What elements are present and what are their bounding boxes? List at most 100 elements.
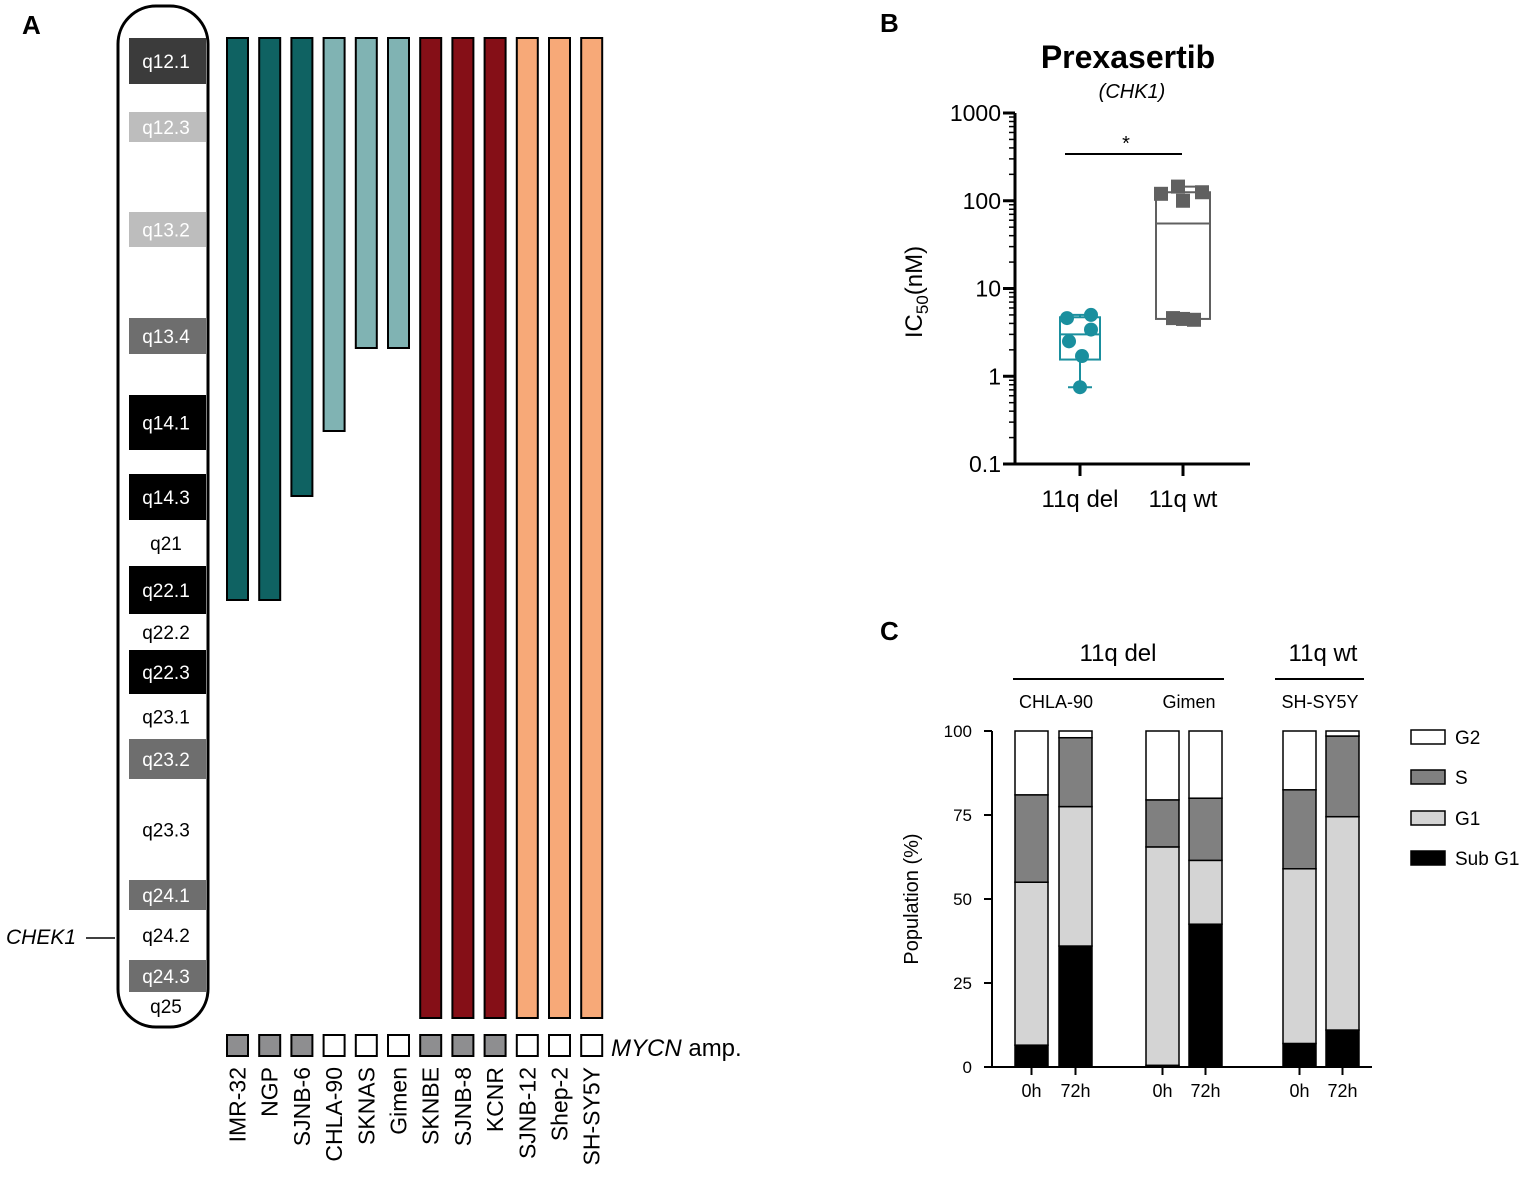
data-point (1084, 322, 1098, 337)
band-label: q22.3 (142, 663, 190, 684)
chart-c-ytick-label: 25 (953, 974, 972, 993)
band-q12-1 (129, 38, 206, 84)
chart-c-ytick-label: 75 (953, 806, 972, 825)
bar-segment-g2 (1282, 730, 1317, 791)
chart-c-ytick-label: 0 (963, 1058, 972, 1077)
cell-line-bar-sh-sy5y (580, 37, 604, 1019)
mycn-box-sjnb-12 (515, 1034, 539, 1057)
data-point (1187, 312, 1201, 327)
chart-b-ylabel-main: IC (901, 314, 928, 338)
data-point (1075, 349, 1089, 364)
cell-line-name: Shep-2 (547, 1067, 573, 1141)
cell-line-name: SJNB-6 (289, 1067, 315, 1146)
mycn-box-imr-32 (226, 1034, 249, 1057)
band-q13-4 (129, 318, 206, 354)
bar-segment-g2 (1058, 730, 1093, 739)
chart-c-xtick-label: 72h (1060, 1081, 1090, 1101)
band-label: q14.3 (142, 488, 190, 509)
cell-line-name: SJNB-12 (514, 1067, 540, 1159)
cell-line-bar-ngp (258, 37, 282, 601)
band-label: q12.3 (142, 118, 190, 139)
cell-line-bar-imr-32 (226, 37, 249, 601)
chart-c-xtick-label: 0h (1289, 1081, 1309, 1101)
cell-line-bar-chla-90 (322, 37, 346, 432)
chromosome-outline (116, 4, 210, 1029)
chart-c-bars (1014, 730, 1360, 1068)
chart-c-group-headers: 11q del 11q wt CHLA-90 Gimen SH-SY5Y (1013, 640, 1364, 712)
chart-c-xtick-label: 0h (1021, 1081, 1041, 1101)
chart-c-ytick-label: 100 (944, 722, 972, 741)
cell-line-names: IMR-32 NGP SJNB-6 CHLA-90 SKNAS Gimen SKNBE SJN… (225, 1067, 605, 1165)
bar-segment-subg1 (1325, 1029, 1360, 1068)
panel-a-ideogram: q12.1 q12.3 q13.2 q13.4 q14.1 q14.3 q21 q22.1 q2… (6, 4, 742, 1165)
chart-b-ytick-label: 100 (963, 188, 1001, 214)
bar-segment-s (1325, 735, 1360, 818)
mycn-box-ngp (258, 1034, 282, 1057)
data-point (1195, 185, 1209, 200)
chart-b-ytick-label: 1000 (950, 100, 1001, 126)
chart-c-xtick-label: 0h (1152, 1081, 1172, 1101)
cell-line-bar-sjnb-6 (290, 37, 314, 497)
mycn-box-sknas (354, 1034, 378, 1057)
chart-b-ylabel-sub: 50 (913, 295, 932, 314)
bar-segment-g1 (1325, 815, 1360, 1031)
cell-line-name: SKNAS (353, 1067, 379, 1145)
panel-c-cell-cycle: 11q del 11q wt CHLA-90 Gimen SH-SY5Y Populat… (901, 640, 1519, 1101)
bar-segment-s (1145, 799, 1180, 848)
chart-b-ylabel: IC50(nM) (901, 246, 932, 338)
band-label: q22.2 (142, 623, 190, 644)
band-label: q21 (150, 534, 182, 555)
chart-b-axes: 0.1 1 10 100 1000 11q del 11q wt (950, 100, 1250, 513)
cell-line-bar-sjnb-8 (451, 37, 475, 1019)
chart-b-ytick-label: 0.1 (969, 451, 1001, 477)
band-q23-2 (129, 739, 206, 779)
mycn-box-sh-sy5y (580, 1034, 604, 1057)
data-point (1060, 311, 1074, 326)
bar-segment-g1 (1058, 805, 1093, 947)
bar-segment-s (1058, 736, 1093, 808)
legend-label: G2 (1455, 728, 1480, 749)
mycn-amp-boxes (226, 1034, 604, 1057)
cell-line-name: SJNB-8 (450, 1067, 476, 1146)
bar-segment-g1 (1014, 881, 1049, 1046)
legend-swatch-subg1 (1410, 850, 1446, 866)
cell-line-bar-sknbe (419, 37, 443, 1019)
panel-label-c: C (880, 616, 899, 646)
band-label: q13.2 (142, 221, 190, 242)
chart-b-subtitle: (CHK1) (1099, 81, 1166, 103)
panel-b-ic50: Prexasertib (CHK1) IC50(nM) 0.1 1 10 100 100… (901, 39, 1250, 513)
band-label: q14.1 (142, 414, 190, 435)
legend-swatch-g1 (1410, 810, 1446, 826)
box-wt (1155, 191, 1211, 320)
cell-line-bars (226, 37, 604, 1019)
band-label: q25 (150, 997, 182, 1018)
chart-b-ylabel-unit: (nM) (901, 246, 928, 295)
bar-segment-s (1014, 794, 1049, 883)
cell-line-name: NGP (257, 1067, 283, 1117)
cell-line-name: IMR-32 (225, 1067, 251, 1142)
cell-line-bar-sjnb-12 (515, 37, 539, 1019)
band-label: q23.1 (142, 708, 190, 729)
data-point (1171, 179, 1185, 194)
chart-b-xtick-label: 11q wt (1149, 486, 1218, 513)
band-label: q13.4 (142, 327, 190, 348)
bar-segment-subg1 (1058, 945, 1093, 1068)
bar-segment-g2 (1325, 730, 1360, 737)
band-q14-1 (129, 395, 206, 450)
mycn-box-gimen (387, 1034, 410, 1057)
bar-segment-g1 (1145, 846, 1180, 1067)
band-label: q23.2 (142, 750, 190, 771)
bar-segment-g2 (1188, 730, 1223, 799)
data-point (1176, 193, 1190, 208)
data-point (1073, 380, 1087, 395)
significance-star: * (1122, 133, 1130, 155)
bar-segment-g1 (1282, 868, 1317, 1045)
band-label: q22.1 (142, 581, 190, 602)
legend-swatch-g2 (1410, 729, 1446, 745)
chart-c-ytick-label: 50 (953, 890, 972, 909)
chart-b-ytick-label: 10 (975, 276, 1001, 302)
band-q12-3 (129, 112, 206, 142)
data-point (1154, 186, 1168, 201)
group-header-wt: 11q wt (1289, 640, 1358, 667)
chromosome-bands: q12.1 q12.3 q13.2 q13.4 q14.1 q14.3 q21 q22.1 q2… (129, 38, 206, 1018)
